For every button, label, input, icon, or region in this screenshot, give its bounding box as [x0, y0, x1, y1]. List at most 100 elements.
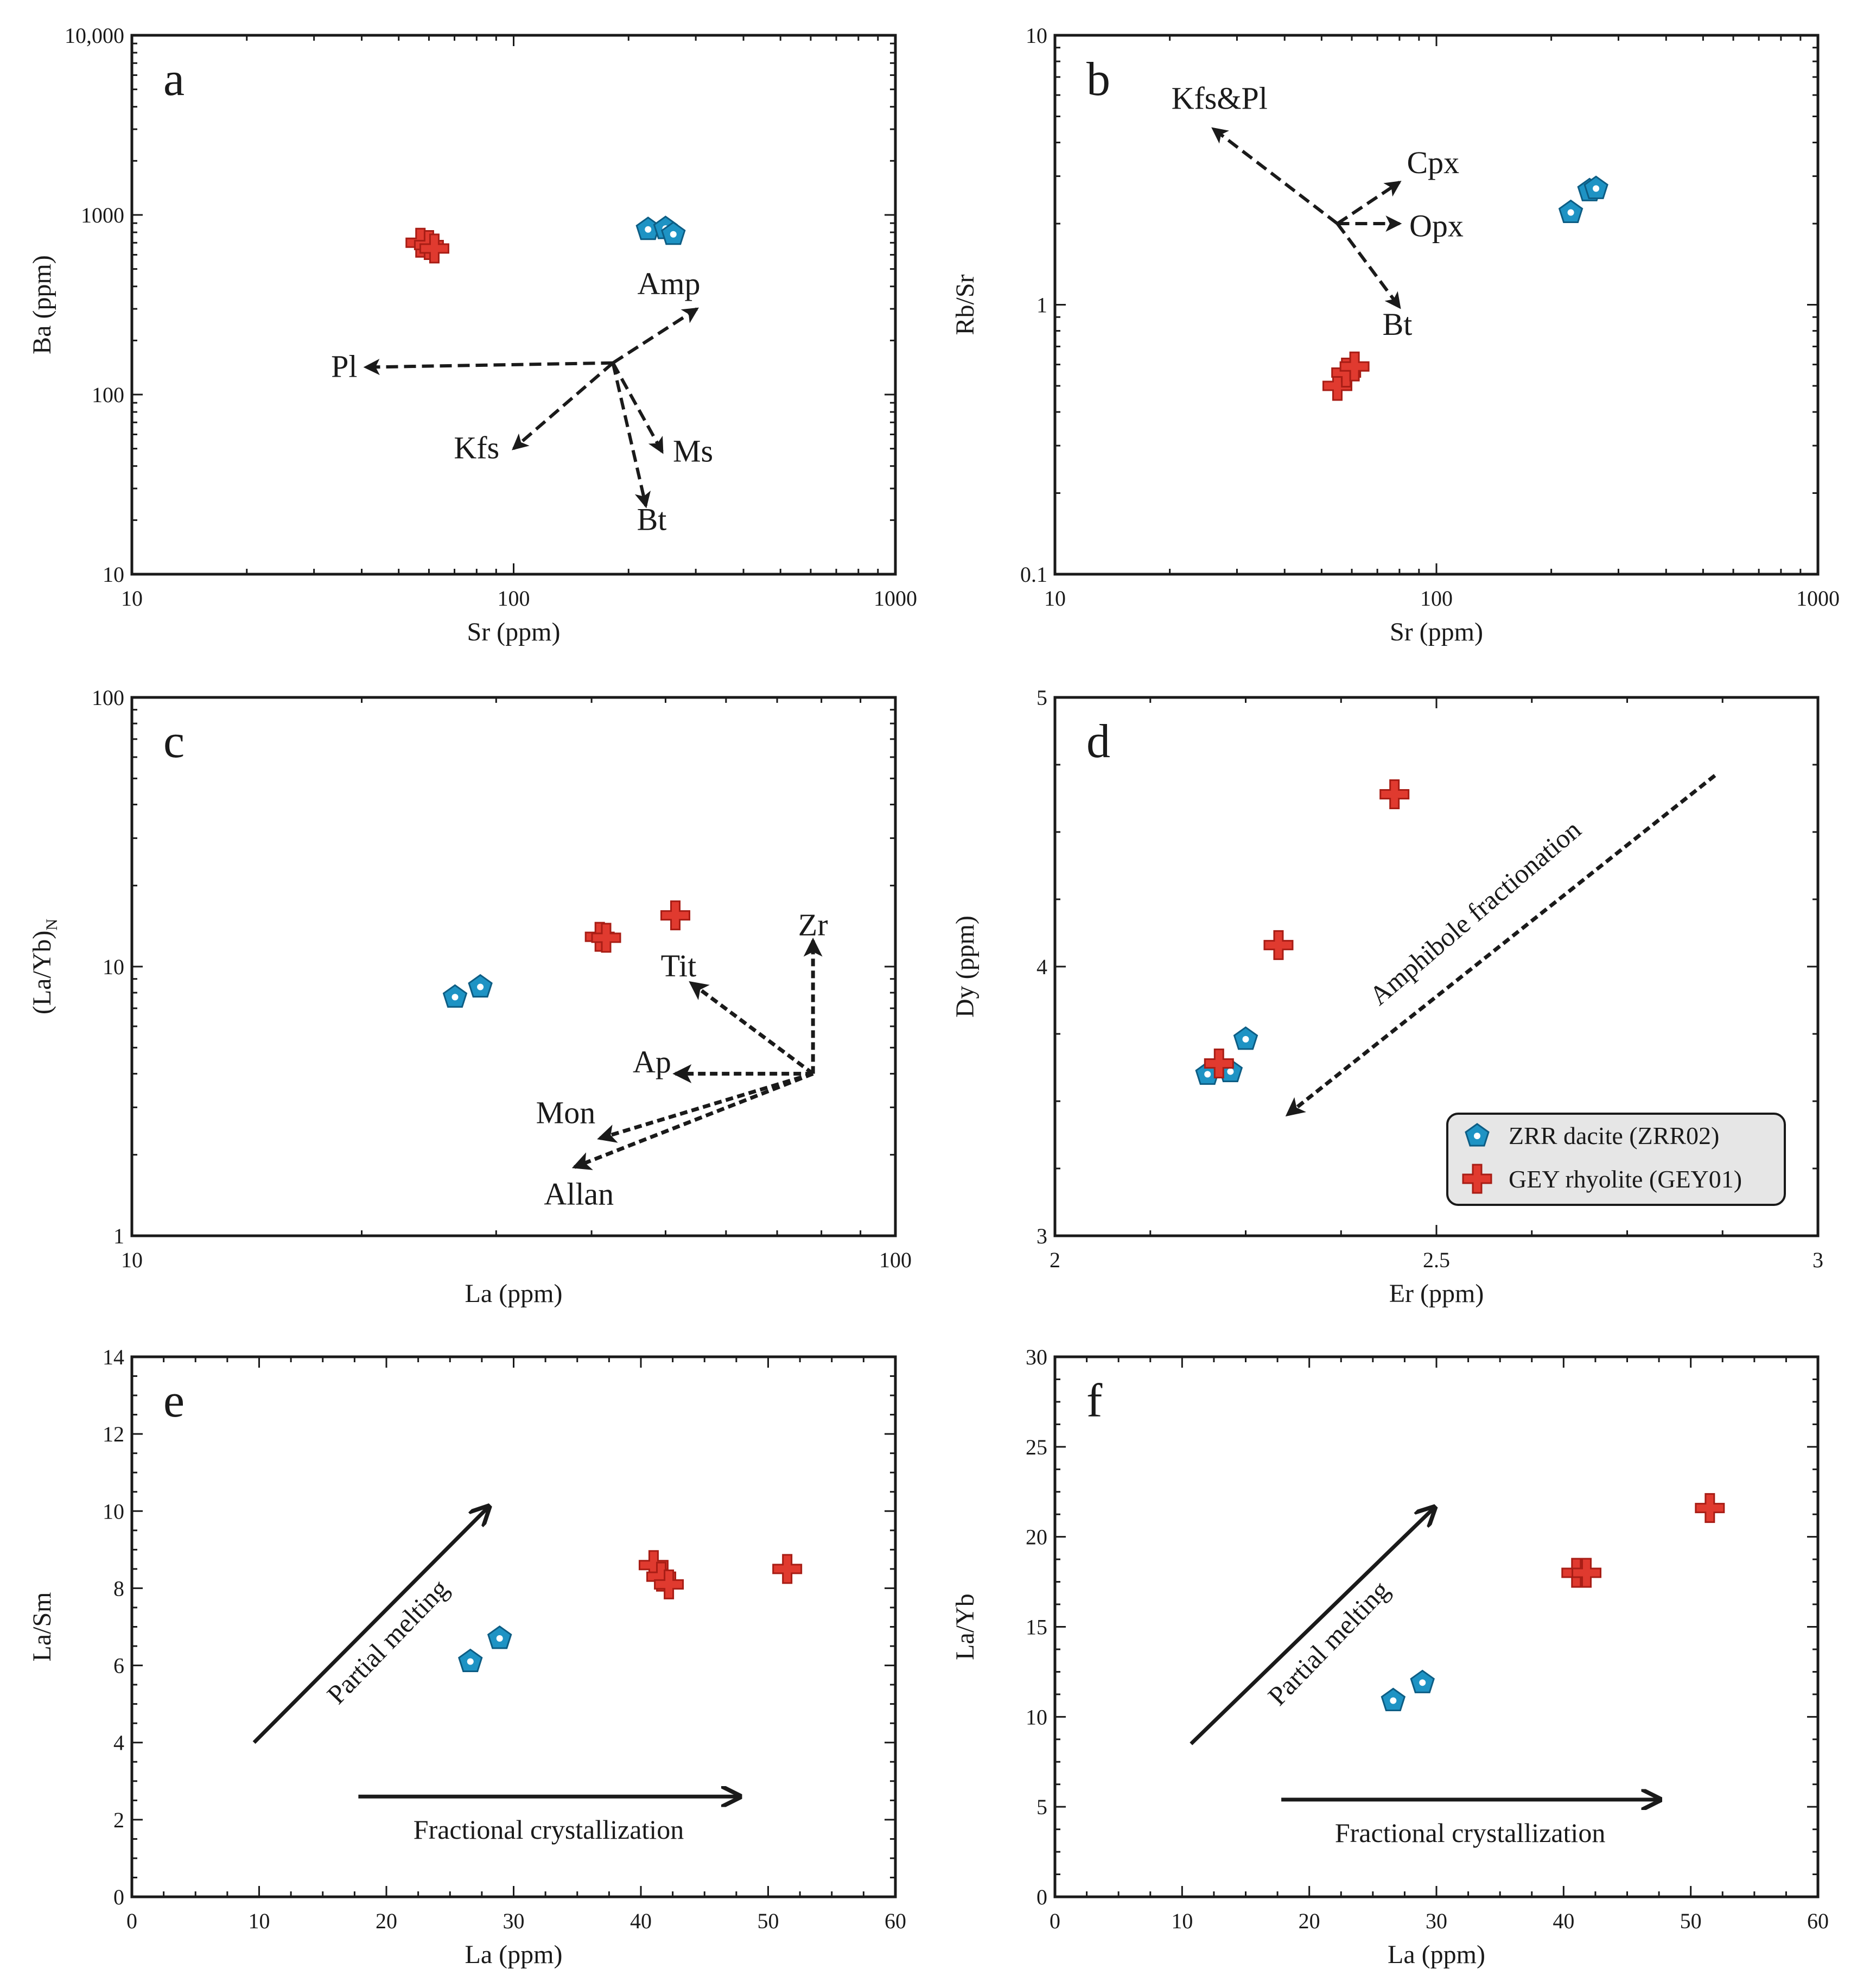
vector-arrow: [1190, 1508, 1434, 1745]
panel-letter: e: [163, 1375, 185, 1427]
x-tick-label: 10: [121, 1248, 143, 1272]
rhyolite-point: [591, 923, 621, 953]
cross-marker: [1379, 779, 1410, 810]
rhyolite-point: [419, 233, 449, 264]
rhyolite-point: [1339, 351, 1370, 382]
x-tick-label: 1000: [874, 586, 917, 611]
x-tick-label: 40: [1553, 1909, 1574, 1933]
vector-label: Kfs&Pl: [1172, 80, 1268, 116]
pentagon-center: [1242, 1036, 1249, 1043]
dacite-point: [1558, 199, 1583, 223]
y-tick-label: 30: [1026, 1345, 1047, 1369]
y-axis-title-subscript: N: [43, 919, 61, 931]
x-tick-label: 10: [121, 586, 143, 611]
x-tick-label: 50: [1680, 1909, 1702, 1933]
x-tick-label: 30: [503, 1909, 525, 1933]
cross-marker: [1339, 351, 1370, 382]
vector-label: Zr: [798, 907, 828, 942]
x-tick-label: 100: [1420, 586, 1453, 611]
dacite-point: [442, 984, 468, 1008]
dacite-point: [1583, 175, 1608, 199]
y-tick-label: 10,000: [65, 23, 124, 48]
y-tick-label: 10: [103, 955, 124, 979]
vector-arrow: [1285, 774, 1716, 1117]
vector-arrow: [1336, 181, 1402, 225]
vector-label: Cpx: [1407, 145, 1459, 180]
y-tick-label: 25: [1026, 1435, 1047, 1459]
x-tick-label: 50: [758, 1909, 779, 1933]
rhyolite-point: [1572, 1558, 1602, 1588]
pentagon-center: [451, 994, 459, 1001]
vector-label: Opx: [1409, 208, 1464, 243]
pentagon-center: [1227, 1068, 1234, 1075]
rhyolite-point: [1695, 1493, 1725, 1523]
dacite-point: [1233, 1026, 1258, 1050]
panel-letter: c: [163, 715, 185, 768]
x-axis-title: Er (ppm): [1389, 1279, 1484, 1308]
pentagon-center: [645, 226, 652, 233]
pentagon-center: [1567, 209, 1574, 216]
pentagon-center: [496, 1635, 503, 1642]
y-axis-title: La/Sm: [28, 1592, 56, 1662]
x-tick-label: 10: [1171, 1909, 1193, 1933]
panel-a: 10 100 1000 10 100 1000 10,000 Sr (ppm) Ba (ppm)…: [28, 23, 917, 646]
plot-frame: [1053, 34, 1820, 576]
dacite-point: [458, 1648, 483, 1672]
legend-pentagon-icon: [1465, 1123, 1490, 1147]
vector-label: Fractional crystallization: [414, 1814, 684, 1845]
pentagon-center: [467, 1658, 474, 1665]
y-tick-label: 0: [113, 1885, 124, 1909]
cross-marker: [654, 1569, 684, 1599]
y-axis-title: Dy (ppm): [951, 916, 980, 1018]
dacite-point: [487, 1625, 512, 1649]
plot-frame: [130, 1355, 897, 1898]
x-axis-title: Sr (ppm): [467, 618, 561, 646]
y-tick-label: 1: [113, 1224, 124, 1248]
y-tick-label: 15: [1026, 1615, 1047, 1640]
vector-label: Fractional crystallization: [1335, 1818, 1605, 1848]
legend-label-dacite: ZRR dacite (ZRR02): [1509, 1122, 1719, 1149]
vector-arrow: [512, 361, 614, 450]
panel-letter: f: [1086, 1375, 1103, 1427]
cross-marker: [419, 233, 449, 264]
x-tick-label: 100: [498, 586, 530, 611]
vector-label: Bt: [1383, 307, 1413, 342]
y-tick-label: 4: [1036, 955, 1047, 979]
vector-label: Pl: [331, 349, 357, 384]
y-tick-label: 3: [1036, 1224, 1047, 1248]
vector-label: Bt: [637, 501, 667, 537]
vector-arrow: [252, 1507, 488, 1744]
dacite-point: [661, 221, 686, 245]
plot-frame: [130, 34, 897, 576]
rhyolite-point: [1263, 930, 1294, 960]
y-tick-label: 5: [1036, 685, 1047, 710]
x-axis-title: Sr (ppm): [1390, 618, 1483, 646]
x-tick-label: 40: [630, 1909, 652, 1933]
vector-arrow: [611, 363, 651, 509]
pentagon-center: [1593, 185, 1600, 192]
panel-letter: b: [1086, 53, 1110, 106]
legend: ZRR dacite (ZRR02) GEY rhyolite (GEY01): [1446, 1113, 1786, 1206]
plot-frame: [130, 696, 897, 1237]
x-tick-label: 10: [249, 1909, 270, 1933]
plot-frame: [1053, 1355, 1820, 1898]
y-tick-label: 10: [1026, 23, 1047, 48]
x-axis-title: La (ppm): [1388, 1940, 1485, 1969]
dacite-point: [1381, 1687, 1406, 1711]
vector-arrow: [689, 981, 815, 1076]
y-tick-label: 10: [1026, 1705, 1047, 1729]
x-tick-label: 60: [885, 1909, 906, 1933]
y-axis-title: (La/Yb)N: [28, 919, 61, 1014]
x-tick-label: 0: [1050, 1909, 1060, 1933]
y-tick-label: 5: [1036, 1795, 1047, 1819]
legend-box: [1446, 1113, 1786, 1206]
y-tick-label: 100: [92, 685, 124, 710]
vector-label: Mon: [536, 1095, 596, 1130]
panel-letter: d: [1086, 715, 1110, 768]
vector-arrow: [597, 1072, 814, 1143]
rhyolite-point: [1204, 1049, 1234, 1079]
